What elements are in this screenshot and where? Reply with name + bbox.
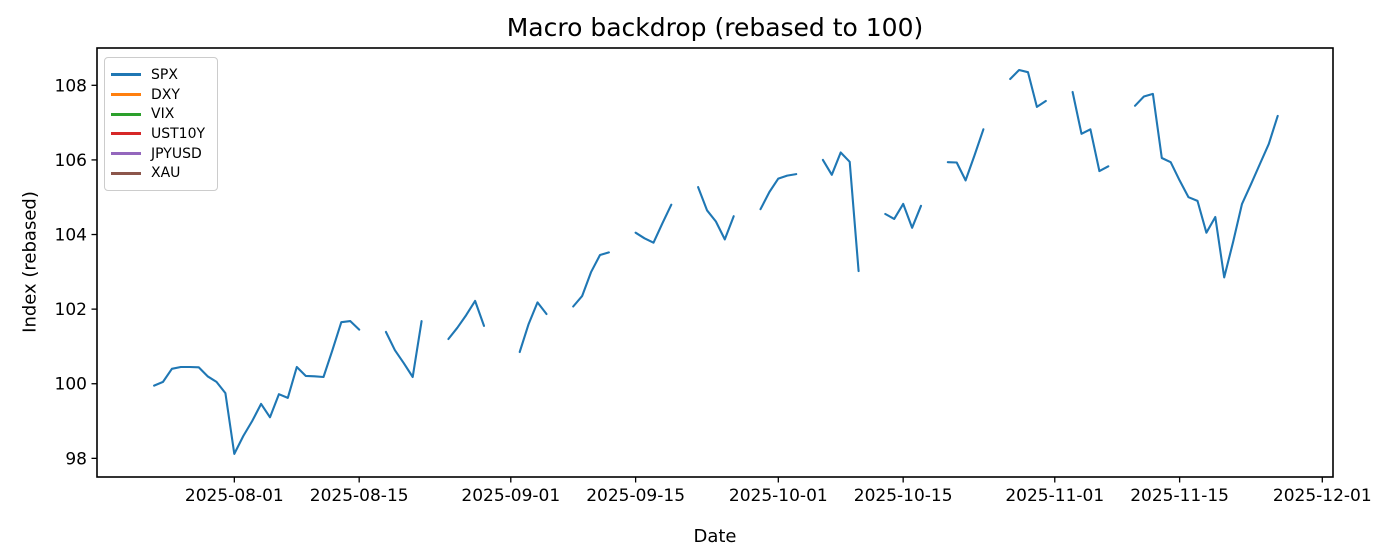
series-line-spx bbox=[697, 186, 735, 241]
legend-line-swatch bbox=[111, 171, 141, 175]
x-tick-label: 2025-09-01 bbox=[461, 486, 560, 506]
legend-label: UST10Y bbox=[151, 125, 206, 142]
legend-line-swatch bbox=[111, 73, 141, 77]
series-line-spx bbox=[759, 173, 798, 211]
y-tick-label: 102 bbox=[55, 300, 87, 320]
legend-item-ust10y: UST10Y bbox=[111, 124, 205, 144]
legend-line-swatch bbox=[111, 132, 141, 136]
series-line-spx bbox=[821, 151, 860, 273]
x-tick-label: 2025-08-01 bbox=[185, 486, 284, 506]
legend-item-spx: SPX bbox=[111, 65, 205, 85]
legend: SPX DXY VIX UST10Y JPYUSD XAU bbox=[104, 57, 219, 192]
legend-line-swatch bbox=[111, 93, 141, 97]
legend-item-vix: VIX bbox=[111, 104, 205, 124]
series-line-spx bbox=[384, 320, 423, 379]
x-tick-label: 2025-10-15 bbox=[854, 486, 953, 506]
legend-line-swatch bbox=[111, 152, 141, 156]
legend-label: SPX bbox=[151, 66, 178, 83]
x-tick-label: 2025-11-01 bbox=[1005, 486, 1104, 506]
axes-frame bbox=[96, 47, 1334, 478]
x-tick-label: 2025-10-01 bbox=[729, 486, 828, 506]
series-line-spx bbox=[447, 299, 486, 341]
series-line-spx bbox=[884, 202, 923, 229]
y-tick-label: 106 bbox=[55, 151, 87, 171]
legend-label: JPYUSD bbox=[151, 145, 202, 162]
series-line-spx bbox=[1009, 68, 1047, 108]
x-axis-label: Date bbox=[693, 526, 737, 547]
y-tick-label: 108 bbox=[55, 76, 87, 96]
x-tick-label: 2025-08-15 bbox=[310, 486, 409, 506]
x-tick-label: 2025-11-15 bbox=[1130, 486, 1229, 506]
y-axis-label: Index (rebased) bbox=[19, 191, 41, 333]
legend-item-jpyusd: JPYUSD bbox=[111, 144, 205, 164]
series-line-spx bbox=[153, 320, 361, 455]
series-line-spx bbox=[634, 203, 673, 244]
series-line-spx bbox=[1071, 90, 1110, 173]
y-tick-label: 104 bbox=[55, 226, 87, 246]
legend-item-xau: XAU bbox=[111, 163, 205, 183]
series-line-spx bbox=[946, 128, 985, 182]
series-line-spx bbox=[518, 301, 548, 354]
legend-line-swatch bbox=[111, 112, 141, 116]
legend-label: XAU bbox=[151, 165, 181, 182]
legend-item-dxy: DXY bbox=[111, 85, 205, 105]
legend-label: DXY bbox=[151, 86, 180, 103]
series-line-spx bbox=[1133, 92, 1279, 279]
y-tick-label: 100 bbox=[55, 375, 87, 395]
series-line-spx bbox=[572, 251, 610, 308]
chart-title: Macro backdrop (rebased to 100) bbox=[506, 13, 924, 42]
legend-label: VIX bbox=[151, 106, 175, 123]
y-tick-label: 98 bbox=[65, 449, 87, 469]
x-tick-label: 2025-12-01 bbox=[1273, 486, 1372, 506]
x-tick-label: 2025-09-15 bbox=[586, 486, 685, 506]
